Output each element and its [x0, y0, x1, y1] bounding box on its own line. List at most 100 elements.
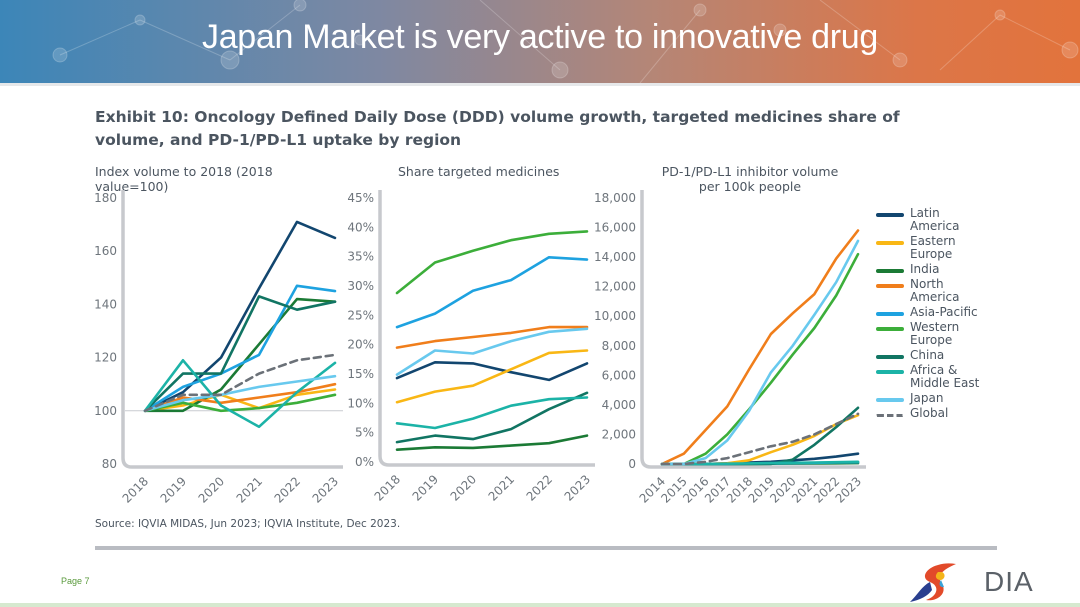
legend-label: India [910, 262, 940, 276]
chart2-xtick-label: 2022 [524, 472, 555, 503]
chart2-ytick-label: 40% [347, 220, 374, 234]
chart1-ytick-label: 180 [94, 191, 117, 205]
chart3-series-japan [660, 239, 860, 466]
slide-title: Japan Market is very active to innovativ… [202, 18, 878, 56]
chart1-ytick-label: 120 [94, 351, 117, 365]
legend-swatch [876, 241, 904, 245]
chart2-ytick-label: 20% [347, 338, 374, 352]
chart2-xtick-label: 2018 [372, 472, 403, 503]
legend-swatch [876, 312, 904, 316]
chart2-title: Share targeted medicines [398, 164, 560, 179]
chart3-ytick-label: 12,000 [594, 280, 636, 294]
chart-index-volume: 80 100 120 140 160 180 2018 2019 2020 2021 2022 202… [94, 190, 343, 505]
legend-item: Africa & Middle East [876, 364, 996, 390]
chart2-ytick-label: 5% [355, 426, 374, 440]
chart2-ytick-label: 45% [347, 191, 374, 205]
chart3-ytick-label: 18,000 [594, 191, 636, 205]
legend-label: Latin America [910, 206, 960, 233]
chart2-series-north-america [395, 325, 589, 349]
chart-pd1-volume: 0 2,000 4,000 6,000 8,000 10,000 12,000 14,000 1… [594, 190, 866, 505]
chart2-series-latin-america [395, 361, 589, 382]
chart1-xtick-label: 2022 [272, 474, 303, 505]
legend-item: Western Europe [876, 321, 996, 347]
legend-item: Eastern Europe [876, 235, 996, 261]
legend-label: Africa & Middle East [910, 363, 980, 390]
legend-item: China [876, 349, 996, 362]
chart3-axis [640, 190, 866, 469]
chart1-series-global [143, 353, 337, 413]
chart-share-targeted: 0% 5% 10% 15% 20% 25% 30% 35% 40% 45% 2018 2019 2020… [347, 190, 595, 504]
chart1-series-north-america [143, 382, 337, 413]
chart2-ytick-label: 10% [347, 396, 374, 410]
legend-item: Latin America [876, 207, 996, 233]
chart2-series-western-europe [395, 230, 589, 295]
dia-logo-icon [910, 563, 956, 602]
chart1-ytick-label: 80 [102, 457, 117, 471]
chart2-series-africa-middle-east [395, 396, 589, 430]
legend-label: Global [910, 406, 949, 420]
legend-label: China [910, 348, 945, 362]
chart3-title: PD-1/PD-L1 inhibitor volume per 100k peo… [640, 164, 860, 194]
chart1-xtick-label: 2020 [196, 474, 227, 505]
chart3-series-western-europe [660, 252, 860, 466]
chart3-ytick-label: 6,000 [602, 368, 636, 382]
chart3-series-north-america [660, 229, 860, 466]
chart2-xtick-label: 2019 [410, 472, 441, 503]
chart3-ytick-label: 10,000 [594, 309, 636, 323]
chart2-series-japan [395, 327, 589, 376]
legend-label: Eastern Europe [910, 234, 956, 261]
chart2-ytick-label: 15% [347, 367, 374, 381]
chart1-ytick-label: 100 [94, 404, 117, 418]
footer-rule [95, 546, 997, 550]
footer-band [0, 603, 1080, 607]
legend-swatch [876, 370, 904, 374]
chart2-ytick-label: 0% [355, 455, 374, 469]
legend-swatch [876, 355, 904, 359]
chart1-xtick-label: 2018 [120, 474, 151, 505]
chart3-series-global [660, 412, 860, 466]
legend-item: Japan [876, 392, 996, 405]
chart1-series-asia-pacific [143, 284, 337, 413]
chart2-ytick-label: 35% [347, 250, 374, 264]
chart2-series-asia-pacific [395, 256, 589, 329]
network-background-decoration [52, 0, 1079, 83]
chart1-series-africa-middle-east [143, 359, 337, 429]
chart1-xtick-label: 2021 [234, 474, 265, 505]
page-number: Page 7 [61, 576, 90, 586]
legend-swatch [876, 414, 904, 417]
source-note: Source: IQVIA MIDAS, Jun 2023; IQVIA Ins… [95, 518, 401, 530]
exhibit-title: Exhibit 10: Oncology Defined Daily Dose … [95, 108, 900, 149]
legend-label: Western Europe [910, 320, 960, 347]
title-banner: Japan Market is very active to innovativ… [0, 0, 1080, 83]
chart3-title-line2: per 100k people [698, 179, 802, 194]
legend-swatch [876, 398, 904, 402]
chart2-xtick-label: 2021 [486, 472, 517, 503]
chart2-series-eastern-europe [395, 349, 589, 404]
chart1-series-western-europe [143, 393, 337, 413]
legend-swatch [876, 269, 904, 273]
chart1-axis [121, 190, 343, 469]
chart-legend: Latin America Eastern Europe India North Ameri… [876, 207, 996, 422]
chart3-ytick-label: 0 [628, 457, 636, 471]
legend-item: North America [876, 278, 996, 304]
chart2-axis [378, 190, 595, 467]
chart1-title: Index volume to 2018 (2018 value=100) [95, 164, 273, 194]
dia-logo-text: DIA [984, 566, 1034, 597]
chart3-ytick-label: 8,000 [602, 339, 636, 353]
chart1-ytick-label: 160 [94, 244, 117, 258]
chart3-title-line1: PD-1/PD-L1 inhibitor volume [661, 164, 839, 179]
chart1-series-japan [143, 374, 337, 413]
banner-divider [0, 83, 1080, 86]
legend-swatch [876, 327, 904, 331]
chart1-series-china [143, 295, 337, 413]
legend-item: Global [876, 407, 996, 420]
chart2-xtick-label: 2023 [562, 472, 593, 503]
chart1-xtick-label: 2023 [310, 474, 341, 505]
chart1-xtick-label: 2019 [158, 474, 189, 505]
chart2-ytick-label: 30% [347, 279, 374, 293]
chart3-ytick-label: 16,000 [594, 221, 636, 235]
chart2-series-china [395, 391, 589, 444]
chart3-ytick-label: 2,000 [602, 427, 636, 441]
chart3-ytick-label: 14,000 [594, 250, 636, 264]
legend-label: Asia-Pacific [910, 305, 978, 319]
